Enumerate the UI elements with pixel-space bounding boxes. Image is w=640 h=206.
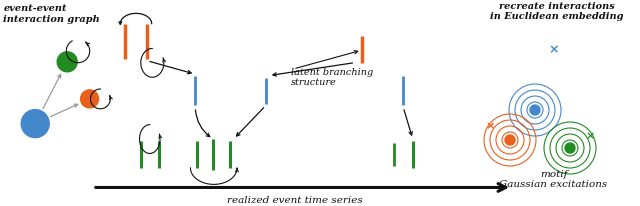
Ellipse shape [81,90,99,108]
Ellipse shape [565,143,575,153]
Text: realized event time series: realized event time series [227,196,362,205]
Text: event-event
interaction graph: event-event interaction graph [3,4,100,23]
Ellipse shape [21,110,49,138]
Text: recreate interactions
in Euclidean embedding: recreate interactions in Euclidean embed… [490,2,623,21]
Text: latent branching
structure: latent branching structure [291,68,374,87]
Text: motif
Gaussian excitations: motif Gaussian excitations [499,170,608,189]
Ellipse shape [530,105,540,115]
Text: ×: × [548,43,559,56]
Ellipse shape [57,52,77,72]
Ellipse shape [505,135,515,145]
Text: ×: × [586,131,595,141]
Text: ×: × [485,121,495,131]
